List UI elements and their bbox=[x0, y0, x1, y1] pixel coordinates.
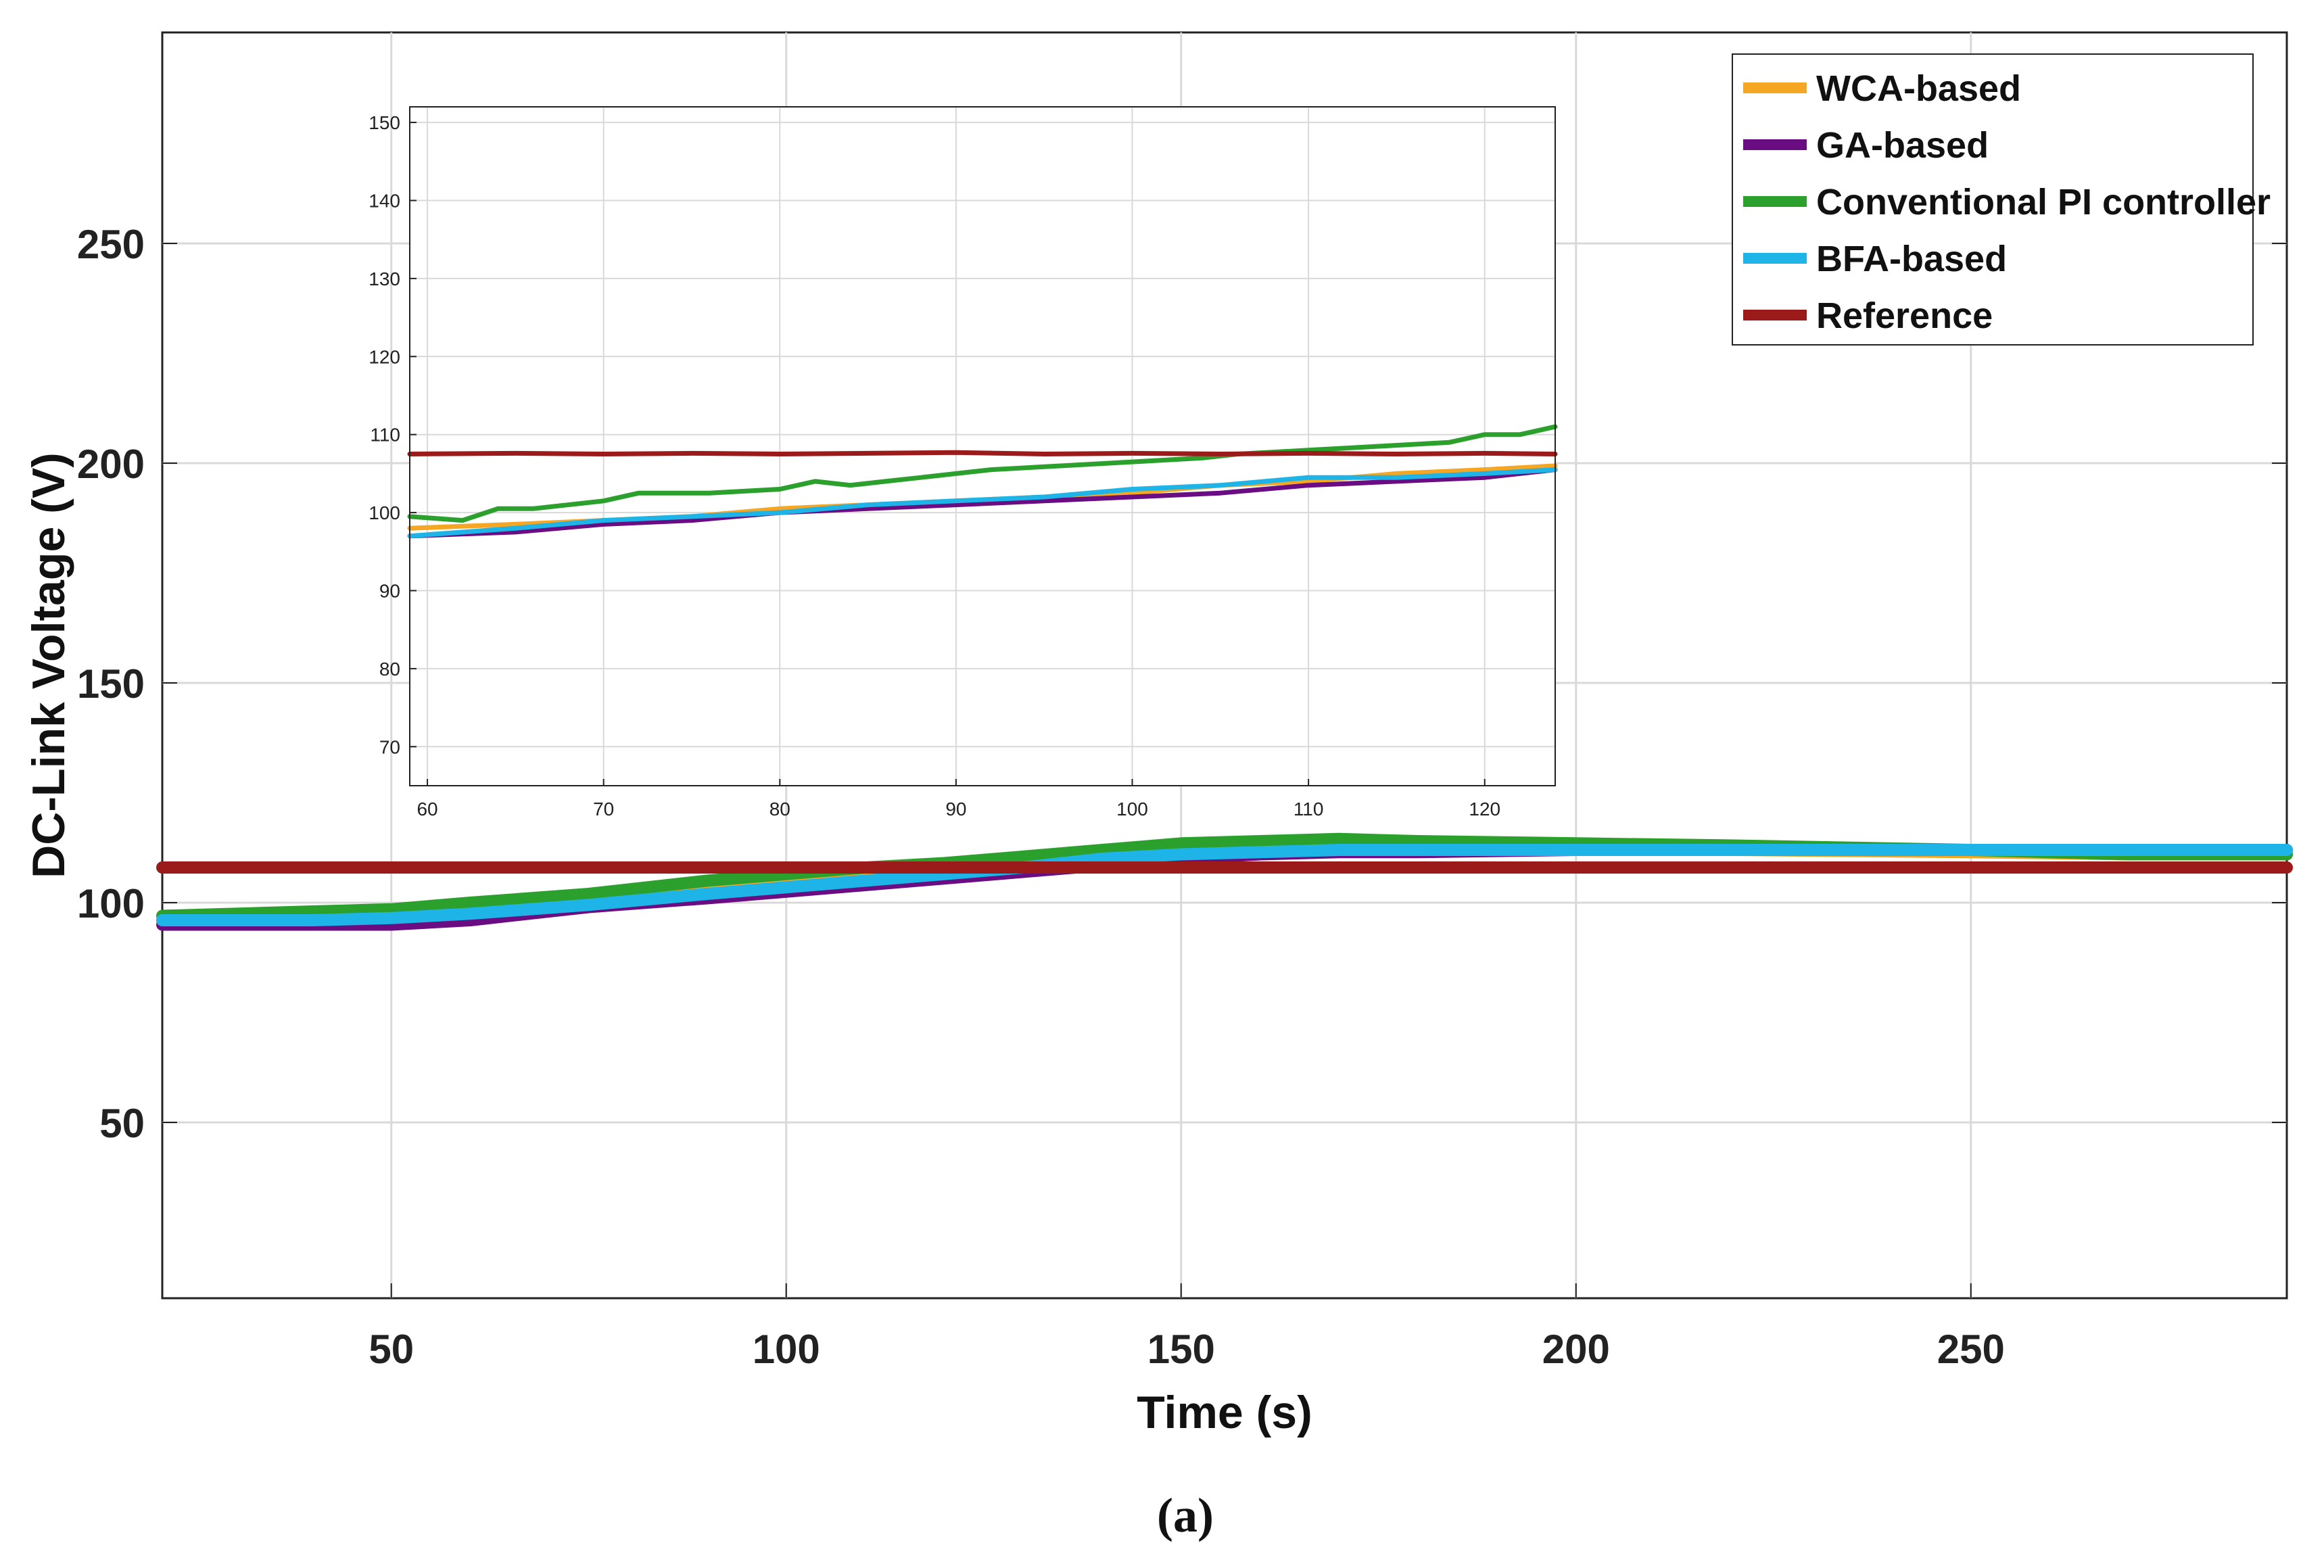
inset-x-tick-label: 90 bbox=[945, 799, 966, 819]
inset-y-tick-label: 70 bbox=[379, 736, 400, 757]
legend-label: GA-based bbox=[1816, 125, 1989, 166]
main-y-tick-label: 100 bbox=[77, 881, 145, 926]
legend-label: Reference bbox=[1816, 295, 1993, 336]
main-x-tick-label: 150 bbox=[1147, 1327, 1215, 1372]
main-y-tick-label: 150 bbox=[77, 661, 145, 707]
legend-entries: WCA-based GA-based Conventional PI control… bbox=[1743, 68, 2271, 336]
caption-close-paren: ) bbox=[1197, 1488, 1214, 1542]
legend-box bbox=[1732, 53, 2254, 346]
inset-grid bbox=[410, 107, 1555, 786]
inset-y-tick-label: 130 bbox=[369, 268, 400, 289]
inset-x-tick-label: 120 bbox=[1469, 799, 1500, 819]
legend-label: BFA-based bbox=[1816, 239, 2007, 279]
main-y-tick-label: 50 bbox=[99, 1101, 145, 1146]
inset-y-tick-label: 110 bbox=[370, 425, 400, 446]
inset-plot-frame bbox=[409, 106, 1556, 786]
inset-series-ga-based bbox=[407, 467, 1558, 539]
main-ticks: 50 100 150 200 250 50 100 150 200 250 bbox=[77, 222, 2287, 1372]
main-x-tick-label: 250 bbox=[1937, 1327, 2005, 1372]
inset-series-conventional-pi-controller bbox=[407, 424, 1558, 523]
legend-label: Conventional PI controller bbox=[1816, 182, 2271, 222]
inset-x-tick-label: 80 bbox=[769, 799, 790, 819]
caption-open-paren: ( bbox=[1157, 1488, 1173, 1542]
inset-x-tick-label: 100 bbox=[1116, 799, 1148, 819]
inset-y-tick-label: 80 bbox=[379, 659, 400, 680]
x-axis-label: Time (s) bbox=[1137, 1387, 1312, 1438]
inset-series-bfa-based bbox=[407, 467, 1558, 539]
inset-x-tick-label: 60 bbox=[417, 799, 437, 819]
legend: WCA-based GA-based Conventional PI control… bbox=[1732, 53, 2271, 346]
inset-y-tick-label: 100 bbox=[369, 502, 400, 523]
inset-plot: 60 70 80 90 100 110 120 70 80 90 100 110 120 130 140 15… bbox=[369, 106, 1558, 819]
main-x-tick-label: 200 bbox=[1542, 1327, 1610, 1372]
inset-x-tick-label: 110 bbox=[1294, 799, 1324, 819]
inset-y-tick-label: 90 bbox=[379, 580, 400, 601]
inset-x-tick-label: 70 bbox=[593, 799, 614, 819]
main-y-tick-label: 200 bbox=[77, 442, 145, 487]
caption-letter: a bbox=[1173, 1488, 1197, 1542]
inset-ticks: 60 70 80 90 100 110 120 70 80 90 100 110 120 130 140 15… bbox=[369, 112, 1500, 819]
main-x-tick-label: 100 bbox=[753, 1327, 820, 1372]
y-axis-label: DC-Link Voltage (V) bbox=[23, 452, 74, 878]
inset-series bbox=[407, 424, 1558, 539]
main-y-tick-label: 250 bbox=[77, 222, 145, 267]
inset-y-tick-label: 120 bbox=[369, 346, 400, 367]
inset-series-reference bbox=[407, 450, 1558, 456]
legend-label: WCA-based bbox=[1816, 68, 2021, 109]
main-x-tick-label: 50 bbox=[369, 1327, 414, 1372]
inset-y-tick-label: 140 bbox=[369, 190, 400, 211]
figure-caption: (a) bbox=[1157, 1488, 1214, 1542]
main-series bbox=[156, 832, 2293, 931]
inset-y-tick-label: 150 bbox=[369, 112, 400, 133]
